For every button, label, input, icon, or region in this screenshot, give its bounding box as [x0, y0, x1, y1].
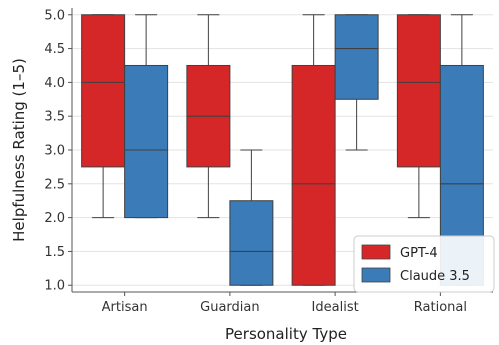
box-gpt-4-rational — [396, 14, 441, 219]
y-tick-label: 1.0 — [44, 279, 65, 294]
box-claude-3-5-idealist — [334, 14, 379, 151]
y-axis-title: Helpfulness Rating (1–5) — [10, 58, 28, 242]
legend: GPT-4 Claude 3.5 — [353, 235, 495, 293]
y-tick-label: 2.5 — [44, 177, 65, 192]
box-gpt-4-artisan — [81, 14, 126, 219]
y-tick-label: 2.0 — [44, 211, 65, 226]
boxes-layer — [81, 14, 484, 286]
x-tick-label: Idealist — [312, 300, 359, 315]
y-tick-label: 4.5 — [44, 42, 65, 57]
box-claude-3-5-artisan — [124, 14, 169, 219]
x-tick-label: Guardian — [200, 300, 259, 315]
box-iqr — [81, 14, 126, 168]
y-tick-label: 3.5 — [44, 110, 65, 125]
box-gpt-4-idealist — [291, 14, 336, 286]
box-iqr — [396, 14, 441, 168]
box-iqr — [229, 200, 274, 286]
legend-swatch-gpt4 — [361, 244, 391, 260]
x-tick-label: Artisan — [102, 300, 148, 315]
legend-label-gpt4: GPT-4 — [400, 246, 438, 261]
y-tick-label: 3.0 — [44, 144, 65, 159]
box-gpt-4-guardian — [186, 14, 231, 219]
y-tick-label: 4.0 — [44, 76, 65, 91]
x-tick-label: Rational — [414, 300, 467, 315]
box-iqr — [124, 64, 169, 219]
ticks-layer: 1.0 1.5 2.0 2.5 3.0 3.5 4.0 4.5 5.0 Artisan Guardi… — [44, 8, 467, 315]
y-tick-label: 5.0 — [44, 8, 65, 23]
y-tick-label: 1.5 — [44, 245, 65, 260]
x-axis-title: Personality Type — [225, 325, 347, 343]
box-iqr — [334, 14, 379, 100]
box-claude-3-5-guardian — [229, 149, 274, 286]
box-iqr — [291, 64, 336, 286]
legend-swatch-claude — [361, 267, 391, 283]
legend-label-claude: Claude 3.5 — [400, 269, 470, 284]
